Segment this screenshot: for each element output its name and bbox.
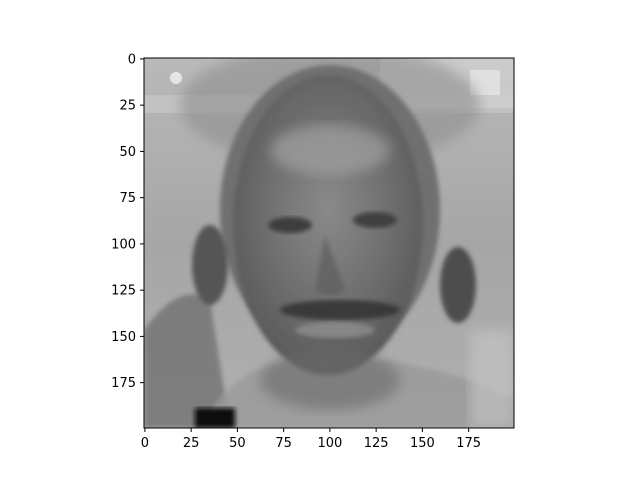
y-tick-label: 125: [111, 284, 136, 299]
x-tick-label: 50: [229, 436, 246, 451]
y-tick-label: 100: [111, 237, 136, 252]
x-tick-label: 25: [183, 436, 200, 451]
x-tick-label: 125: [364, 436, 389, 451]
x-tick-label: 150: [410, 436, 435, 451]
y-tick-label: 50: [119, 145, 136, 160]
x-tick-label: 0: [141, 436, 149, 451]
x-axis-ticks: 0 25 50 75 100 125 150 175: [141, 428, 481, 451]
image-panel: [144, 58, 514, 428]
x-tick-label: 100: [317, 436, 342, 451]
y-tick-label: 0: [128, 52, 136, 67]
x-tick-label: 175: [456, 436, 481, 451]
y-axis-ticks: 0 25 50 75 100 125 150 175: [111, 52, 144, 391]
y-tick-label: 150: [111, 330, 136, 345]
x-tick-label: 75: [275, 436, 292, 451]
axes-frame: [143, 57, 515, 429]
y-tick-label: 75: [119, 191, 136, 206]
y-tick-label: 25: [119, 99, 136, 114]
y-tick-label: 175: [111, 376, 136, 391]
